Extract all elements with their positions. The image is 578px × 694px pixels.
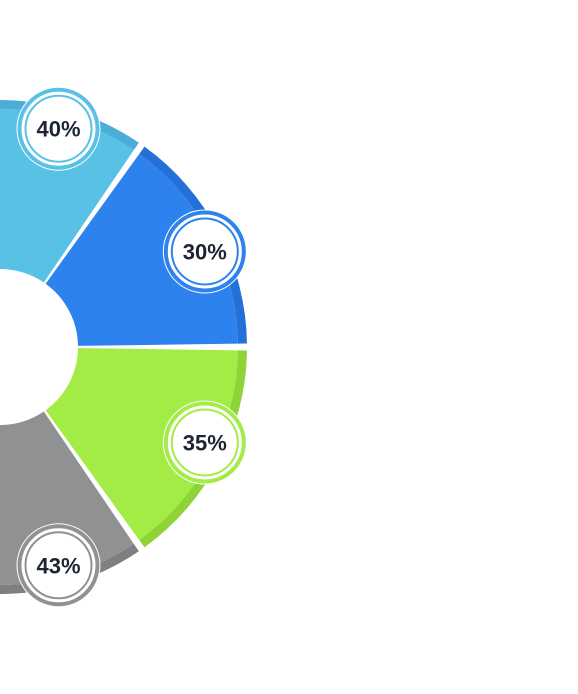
percent-badge-3: 35% bbox=[162, 400, 247, 485]
badge-inner-circle bbox=[170, 408, 239, 477]
badge-color-ring bbox=[17, 87, 100, 170]
donut-segments bbox=[0, 100, 247, 594]
badge-label: 43% bbox=[36, 553, 80, 578]
segment-fill bbox=[45, 348, 238, 541]
donut-segment-2 bbox=[45, 146, 247, 346]
badge-inner-circle bbox=[24, 531, 93, 600]
badge-color-ring bbox=[163, 210, 246, 293]
badge-color-ring bbox=[17, 524, 100, 607]
badge-label: 35% bbox=[183, 431, 227, 456]
badge-inner-circle bbox=[170, 217, 239, 286]
badge-inner-circle bbox=[24, 94, 93, 163]
segment-fill bbox=[45, 153, 238, 346]
percent-badge-4: 43% bbox=[16, 523, 101, 608]
badge-label: 40% bbox=[36, 117, 80, 142]
badge-label: 30% bbox=[183, 239, 227, 264]
percent-badge-2: 30% bbox=[162, 209, 247, 294]
badge-color-ring bbox=[163, 401, 246, 484]
percent-badges: 40% 30% 35% 43% bbox=[16, 86, 247, 608]
percent-badge-1: 40% bbox=[16, 86, 101, 171]
donut-segment-3 bbox=[45, 348, 247, 548]
